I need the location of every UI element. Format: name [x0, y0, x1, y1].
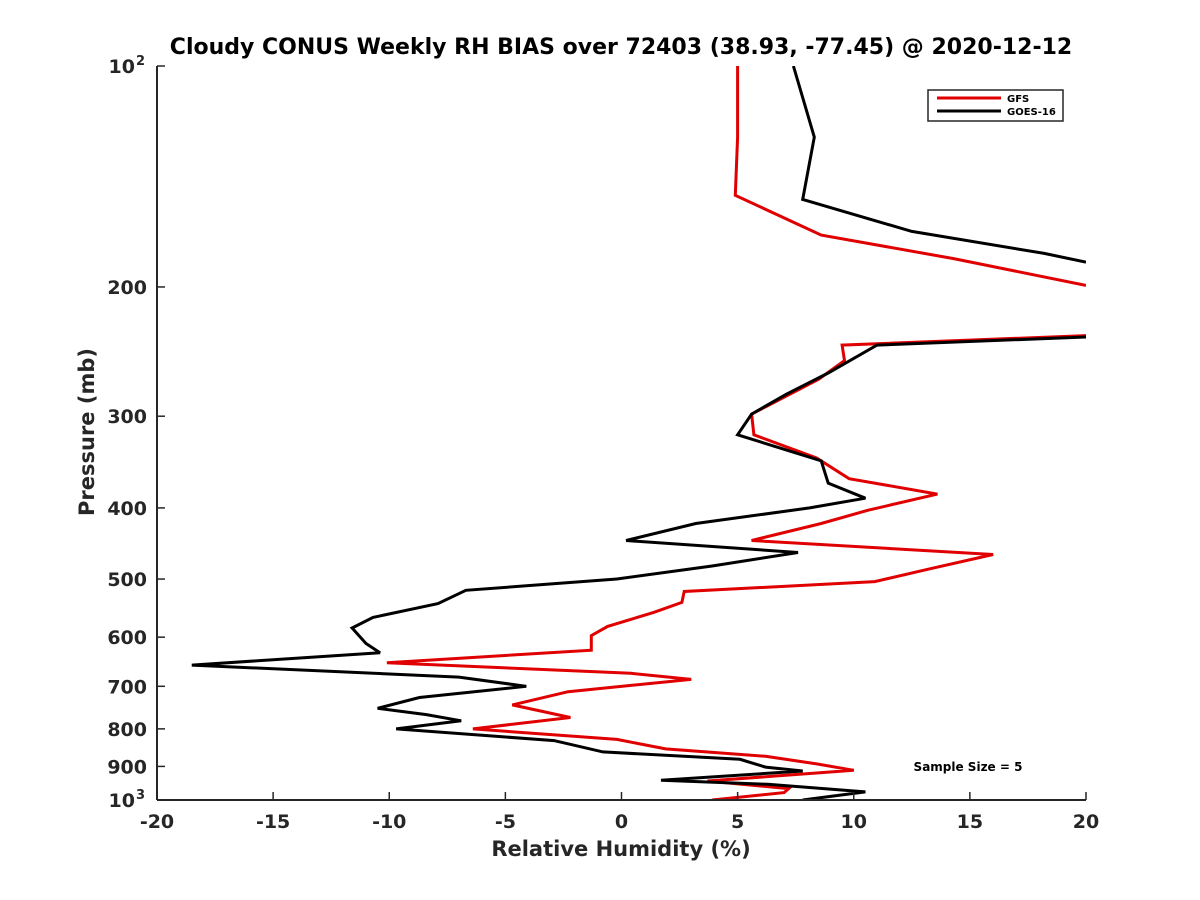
x-tick-label: 0: [615, 811, 628, 833]
y-tick-label: 10: [109, 790, 135, 812]
x-axis-label: Relative Humidity (%): [491, 837, 750, 861]
series-line-goes-16: [191, 66, 1086, 800]
y-axis-label: Pressure (mb): [75, 348, 99, 516]
y-tick-exponent: 3: [136, 788, 145, 803]
y-tick-label: 200: [107, 277, 147, 299]
legend-label: GOES-16: [1007, 107, 1056, 118]
y-tick-label: 600: [107, 627, 147, 649]
axes: [156, 65, 1087, 801]
legend-label: GFS: [1007, 94, 1029, 105]
sample-size-annotation: Sample Size = 5: [914, 760, 1023, 774]
y-tick-label: 900: [107, 756, 147, 778]
legend: GFS GOES-16: [927, 89, 1064, 122]
y-tick-exponent: 2: [136, 54, 145, 69]
chart-title: Cloudy CONUS Weekly RH BIAS over 72403 (…: [170, 35, 1072, 60]
y-tick-label: 300: [107, 406, 147, 428]
x-tick-label: 15: [957, 811, 983, 833]
x-tick-label: 20: [1073, 811, 1099, 833]
x-tick-label: -20: [140, 811, 174, 833]
x-tick-label: -10: [372, 811, 406, 833]
x-tick-label: 10: [841, 811, 867, 833]
x-tick-label: -15: [256, 811, 290, 833]
plot-area: [191, 66, 1086, 800]
legend-box: [927, 89, 1064, 122]
y-tick-label: 500: [107, 569, 147, 591]
y-tick-label: 800: [107, 719, 147, 741]
x-tick-label: 5: [731, 811, 744, 833]
y-tick-label: 400: [107, 498, 147, 520]
x-tick-label: -5: [495, 811, 516, 833]
y-tick-label: 10: [109, 56, 135, 78]
y-tick-label: 700: [107, 676, 147, 698]
